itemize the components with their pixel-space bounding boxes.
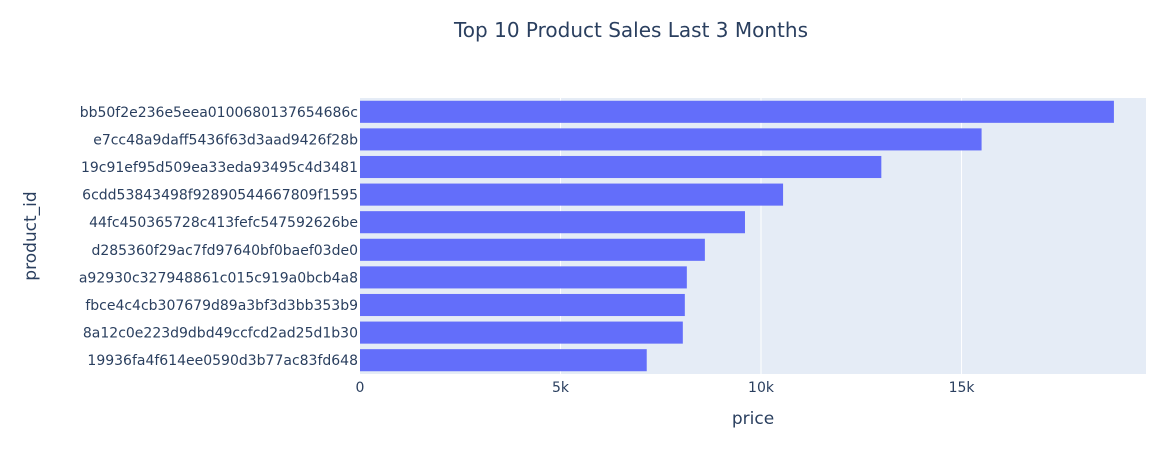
- bars: [360, 100, 1114, 372]
- y-tick-labels: bb50f2e236e5eea0100680137654686c e7cc48a9…: [79, 105, 358, 369]
- y-tick-label: 19936fa4f614ee0590d3b77ac83fd648: [87, 353, 358, 369]
- bar: [360, 128, 982, 151]
- y-tick-label: 44fc450365728c413fefc547592626be: [89, 215, 358, 231]
- y-tick-label: 19c91ef95d509ea33eda93495c4d3481: [81, 160, 358, 176]
- y-tick-label: 6cdd53843498f92890544667809f1595: [82, 188, 358, 204]
- bar: [360, 238, 705, 261]
- bar: [360, 349, 647, 372]
- y-tick-label: bb50f2e236e5eea0100680137654686c: [80, 105, 358, 121]
- x-tick-label: 5k: [552, 380, 570, 396]
- bar: [360, 211, 745, 234]
- bar: [360, 293, 685, 317]
- bar: [360, 183, 784, 206]
- x-tick-label: 0: [356, 380, 365, 396]
- x-tick-label: 10k: [748, 380, 775, 396]
- y-tick-label: 8a12c0e223d9dbd49ccfcd2ad25d1b30: [83, 326, 358, 342]
- y-tick-label: a92930c327948861c015c919a0bcb4a8: [79, 270, 358, 286]
- y-axis-title: product_id: [21, 191, 41, 280]
- x-axis-title: price: [732, 409, 774, 429]
- y-tick-label: d285360f29ac7fd97640bf0baef03de0: [91, 243, 358, 259]
- bar: [360, 321, 683, 344]
- x-tick-label: 15k: [949, 380, 976, 396]
- bar: [360, 155, 882, 179]
- x-tick-labels: 0 5k 10k 15k: [356, 380, 976, 396]
- y-tick-label: e7cc48a9daff5436f63d3aad9426f28b: [93, 132, 358, 148]
- y-tick-label: fbce4c4cb307679d89a3bf3d3bb353b9: [85, 298, 358, 314]
- chart-title: Top 10 Product Sales Last 3 Months: [453, 18, 808, 42]
- bar: [360, 266, 687, 289]
- bar: [360, 100, 1114, 123]
